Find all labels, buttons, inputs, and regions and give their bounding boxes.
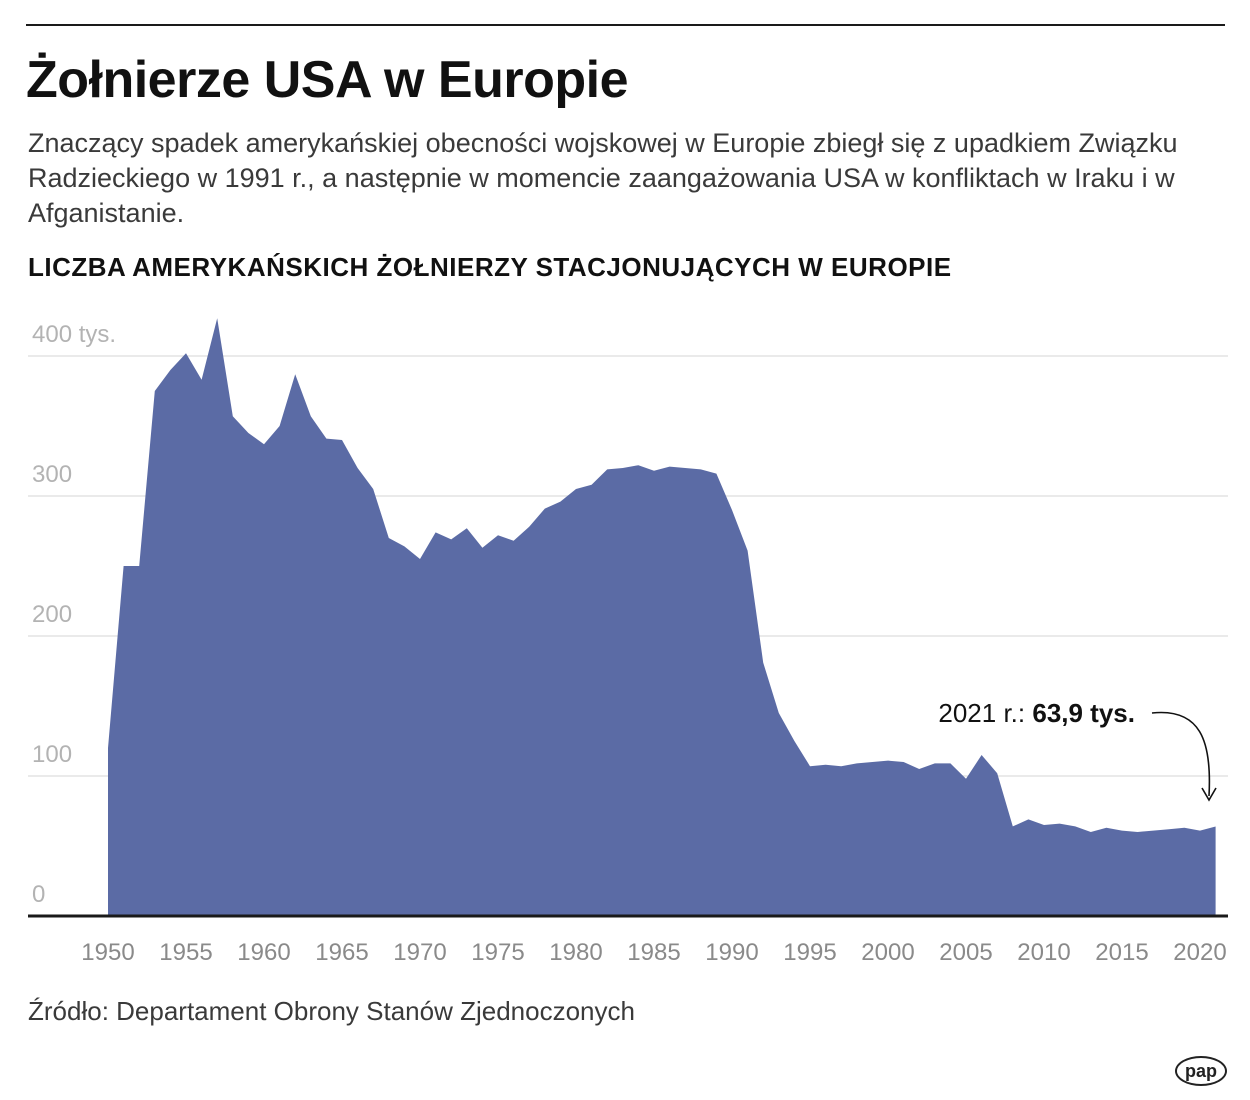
pap-logo: pap xyxy=(1175,1056,1227,1086)
area-series xyxy=(108,318,1216,916)
x-tick-label: 1950 xyxy=(81,939,134,966)
y-tick-label: 100 xyxy=(32,741,72,768)
y-tick-labels: 0 100 200 300 400 tys. xyxy=(32,321,116,908)
x-tick-label: 2010 xyxy=(1017,939,1070,966)
x-tick-label: 2000 xyxy=(861,939,914,966)
page-title: Żołnierze USA w Europie xyxy=(26,51,629,109)
x-tick-label: 1985 xyxy=(627,939,680,966)
area-layer xyxy=(108,318,1216,916)
y-tick-label: 400 tys. xyxy=(32,321,116,348)
x-tick-label: 2020 xyxy=(1173,939,1226,966)
x-tick-label: 2015 xyxy=(1095,939,1148,966)
y-tick-label: 0 xyxy=(32,881,45,908)
annotation-arrow-line xyxy=(1151,711,1211,797)
x-tick-label: 1965 xyxy=(315,939,368,966)
x-tick-label: 1980 xyxy=(549,939,602,966)
x-tick-label: 1960 xyxy=(237,939,290,966)
x-tick-label: 1955 xyxy=(159,939,212,966)
annotation-layer: 2021 r.: 63,9 tys. xyxy=(938,698,1217,802)
x-tick-label: 1975 xyxy=(471,939,524,966)
x-tick-label: 1990 xyxy=(705,939,758,966)
source-note: Źródło: Departament Obrony Stanów Zjedno… xyxy=(28,996,635,1026)
x-tick-labels: 1950 1955 1960 1965 1970 1975 1980 1985 1990 1995… xyxy=(81,939,1226,966)
x-tick-label: 1995 xyxy=(783,939,836,966)
x-tick-label: 2005 xyxy=(939,939,992,966)
y-tick-label: 200 xyxy=(32,601,72,628)
annotation-arrow-head xyxy=(1201,787,1217,802)
chart-heading: LICZBA AMERYKAŃSKICH ŻOŁNIERZY STACJONUJ… xyxy=(28,252,952,282)
x-tick-label: 1970 xyxy=(393,939,446,966)
annotation-label: 2021 r.: 63,9 tys. xyxy=(938,698,1135,728)
page-subtitle: Znaczący spadek amerykańskiej obecności … xyxy=(28,128,1178,228)
y-tick-label: 300 xyxy=(32,461,72,488)
top-rule xyxy=(26,24,1225,26)
